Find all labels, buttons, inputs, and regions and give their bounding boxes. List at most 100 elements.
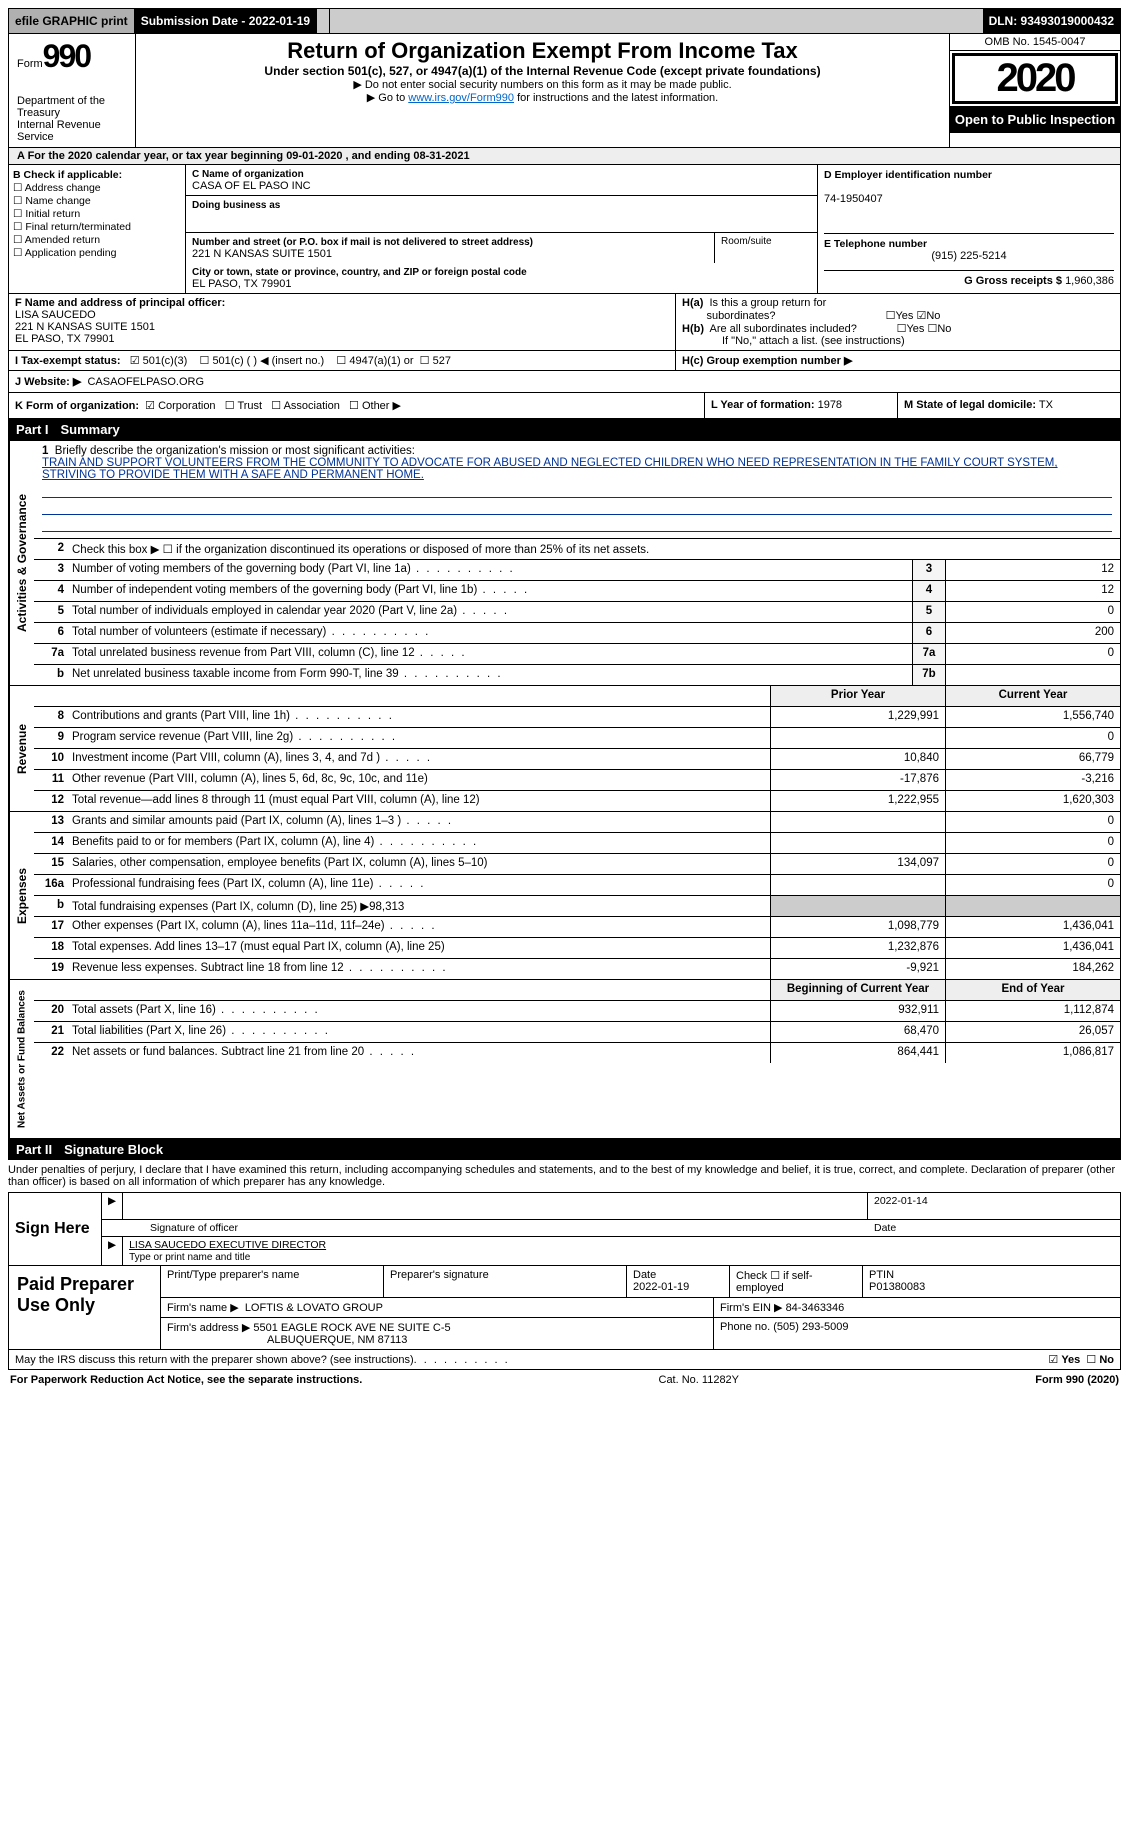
chk-amended[interactable]: ☐ Amended return bbox=[13, 234, 181, 246]
l20-py: 932,911 bbox=[770, 1001, 945, 1021]
expenses-body: 13 Grants and similar amounts paid (Part… bbox=[34, 812, 1120, 979]
addr-lbl: Number and street (or P.O. box if mail i… bbox=[192, 237, 533, 248]
discuss-no[interactable]: ☐ No bbox=[1086, 1353, 1114, 1366]
line-21: 21 Total liabilities (Part X, line 26) 6… bbox=[34, 1021, 1120, 1042]
part2-header: Part II Signature Block bbox=[8, 1139, 1121, 1160]
sig-row-2: ▶ LISA SAUCEDO EXECUTIVE DIRECTOR Type o… bbox=[102, 1237, 1120, 1265]
sig-intro: Under penalties of perjury, I declare th… bbox=[8, 1160, 1121, 1192]
f-addr1: 221 N KANSAS SUITE 1501 bbox=[15, 321, 155, 333]
revenue-body: Prior Year Current Year 8 Contributions … bbox=[34, 686, 1120, 811]
l9-py bbox=[770, 728, 945, 748]
l18-py: 1,232,876 bbox=[770, 938, 945, 958]
head-current-year: Current Year bbox=[945, 686, 1120, 706]
website-row: J Website: ▶ CASAOFELPASO.ORG bbox=[8, 371, 1121, 393]
l3-desc: Number of voting members of the governin… bbox=[68, 560, 912, 580]
sig-officer-field[interactable] bbox=[122, 1193, 867, 1219]
omb-number: OMB No. 1545-0047 bbox=[950, 34, 1120, 51]
l4-val: 12 bbox=[945, 581, 1120, 601]
b-heading: B Check if applicable: bbox=[13, 169, 122, 181]
pra-notice: For Paperwork Reduction Act Notice, see … bbox=[10, 1374, 362, 1386]
l6-cell: 6 bbox=[912, 623, 945, 643]
chk-final-return[interactable]: ☐ Final return/terminated bbox=[13, 221, 181, 233]
line-5: 5 Total number of individuals employed i… bbox=[34, 601, 1120, 622]
gross-block: G Gross receipts $ 1,960,386 bbox=[824, 270, 1114, 287]
main-title: Return of Organization Exempt From Incom… bbox=[144, 38, 941, 64]
chk-address-change[interactable]: ☐ Address change bbox=[13, 182, 181, 194]
subhead-1: Under section 501(c), 527, or 4947(a)(1)… bbox=[144, 64, 941, 78]
l7a-cell: 7a bbox=[912, 644, 945, 664]
line-18: 18 Total expenses. Add lines 13–17 (must… bbox=[34, 937, 1120, 958]
l8-py: 1,229,991 bbox=[770, 707, 945, 727]
line-7a: 7a Total unrelated business revenue from… bbox=[34, 643, 1120, 664]
ein-lbl: D Employer identification number bbox=[824, 169, 992, 181]
city-lbl: City or town, state or province, country… bbox=[192, 267, 527, 278]
l10-py: 10,840 bbox=[770, 749, 945, 769]
sig-arrow-2: ▶ bbox=[102, 1237, 122, 1265]
mission-blank-3 bbox=[42, 517, 1112, 532]
l14-cy: 0 bbox=[945, 833, 1120, 853]
chk-name-change[interactable]: ☐ Name change bbox=[13, 195, 181, 207]
line-4: 4 Number of independent voting members o… bbox=[34, 580, 1120, 601]
year-box: OMB No. 1545-0047 2020 Open to Public In… bbox=[949, 34, 1120, 147]
submission-spacer bbox=[317, 9, 330, 33]
hc-lbl: H(c) Group exemption number ▶ bbox=[682, 355, 852, 367]
l21-py: 68,470 bbox=[770, 1022, 945, 1042]
hb-note: If "No," attach a list. (see instruction… bbox=[682, 335, 1114, 347]
l22-cy: 1,086,817 bbox=[945, 1043, 1120, 1063]
discuss-row: May the IRS discuss this return with the… bbox=[8, 1350, 1121, 1370]
room-suite: Room/suite bbox=[714, 233, 817, 263]
mission-block: 1 Briefly describe the organization's mi… bbox=[34, 441, 1120, 538]
head-prior-year: Prior Year bbox=[770, 686, 945, 706]
opt-501c: 501(c) ( ) ◀ (insert no.) bbox=[212, 355, 324, 367]
l2-num: 2 bbox=[34, 539, 68, 559]
l6-num: 6 bbox=[34, 623, 68, 643]
l6-desc: Total number of volunteers (estimate if … bbox=[68, 623, 912, 643]
part2-num: Part II bbox=[16, 1142, 60, 1157]
checkboxes-b: B Check if applicable: ☐ Address change … bbox=[9, 165, 186, 293]
l12-cy: 1,620,303 bbox=[945, 791, 1120, 811]
l3-cell: 3 bbox=[912, 560, 945, 580]
line-17: 17 Other expenses (Part IX, column (A), … bbox=[34, 916, 1120, 937]
l7b-val bbox=[945, 665, 1120, 685]
chk-initial-return[interactable]: ☐ Initial return bbox=[13, 208, 181, 220]
row-l: L Year of formation: 1978 bbox=[704, 393, 897, 418]
prep-check[interactable]: Check ☐ if self-employed bbox=[729, 1266, 862, 1297]
l16b-cy bbox=[945, 896, 1120, 916]
f-addr2: EL PASO, TX 79901 bbox=[15, 333, 114, 345]
discuss-yes[interactable]: ☑ Yes bbox=[1048, 1353, 1080, 1366]
prep-name-lbl: Print/Type preparer's name bbox=[161, 1266, 383, 1297]
mission-num: 1 bbox=[42, 445, 48, 457]
firm-ein: Firm's EIN ▶ 84-3463346 bbox=[713, 1298, 1120, 1317]
org-name-lbl: C Name of organization bbox=[192, 169, 304, 180]
l12-py: 1,222,955 bbox=[770, 791, 945, 811]
org-name: CASA OF EL PASO INC bbox=[192, 180, 311, 192]
form-ref: Form 990 (2020) bbox=[1035, 1374, 1119, 1386]
tel-lbl: E Telephone number bbox=[824, 238, 927, 250]
line-16b: b Total fundraising expenses (Part IX, c… bbox=[34, 895, 1120, 916]
firm-phone: Phone no. (505) 293-5009 bbox=[713, 1318, 1120, 1349]
tab-expenses: Expenses bbox=[9, 812, 34, 979]
l7b-desc: Net unrelated business taxable income fr… bbox=[68, 665, 912, 685]
l7b-cell: 7b bbox=[912, 665, 945, 685]
addr-row: Number and street (or P.O. box if mail i… bbox=[186, 233, 714, 263]
paid-preparer-block: Paid Preparer Use Only Print/Type prepar… bbox=[8, 1266, 1121, 1350]
m-val: TX bbox=[1039, 399, 1053, 411]
dln-label: DLN: 93493019000432 bbox=[983, 9, 1120, 33]
chk-app-pending[interactable]: ☐ Application pending bbox=[13, 247, 181, 259]
sign-fields: ▶ 2022-01-14 Signature of officer Date ▶… bbox=[101, 1193, 1120, 1265]
part1-num: Part I bbox=[16, 422, 57, 437]
form-word: Form bbox=[17, 58, 43, 70]
l17-cy: 1,436,041 bbox=[945, 917, 1120, 937]
l5-desc: Total number of individuals employed in … bbox=[68, 602, 912, 622]
mission-blank-2 bbox=[42, 500, 1112, 515]
mission-blank-1 bbox=[42, 483, 1112, 498]
prep-sig-lbl: Preparer's signature bbox=[383, 1266, 626, 1297]
l19-py: -9,921 bbox=[770, 959, 945, 979]
irs-link[interactable]: www.irs.gov/Form990 bbox=[408, 92, 514, 104]
k-other: Other ▶ bbox=[362, 400, 401, 412]
line-11: 11 Other revenue (Part VIII, column (A),… bbox=[34, 769, 1120, 790]
l4-desc: Number of independent voting members of … bbox=[68, 581, 912, 601]
submission-date: Submission Date - 2022-01-19 bbox=[135, 9, 317, 33]
k-corp: Corporation bbox=[158, 400, 215, 412]
sig-arrow-1: ▶ bbox=[102, 1193, 122, 1219]
